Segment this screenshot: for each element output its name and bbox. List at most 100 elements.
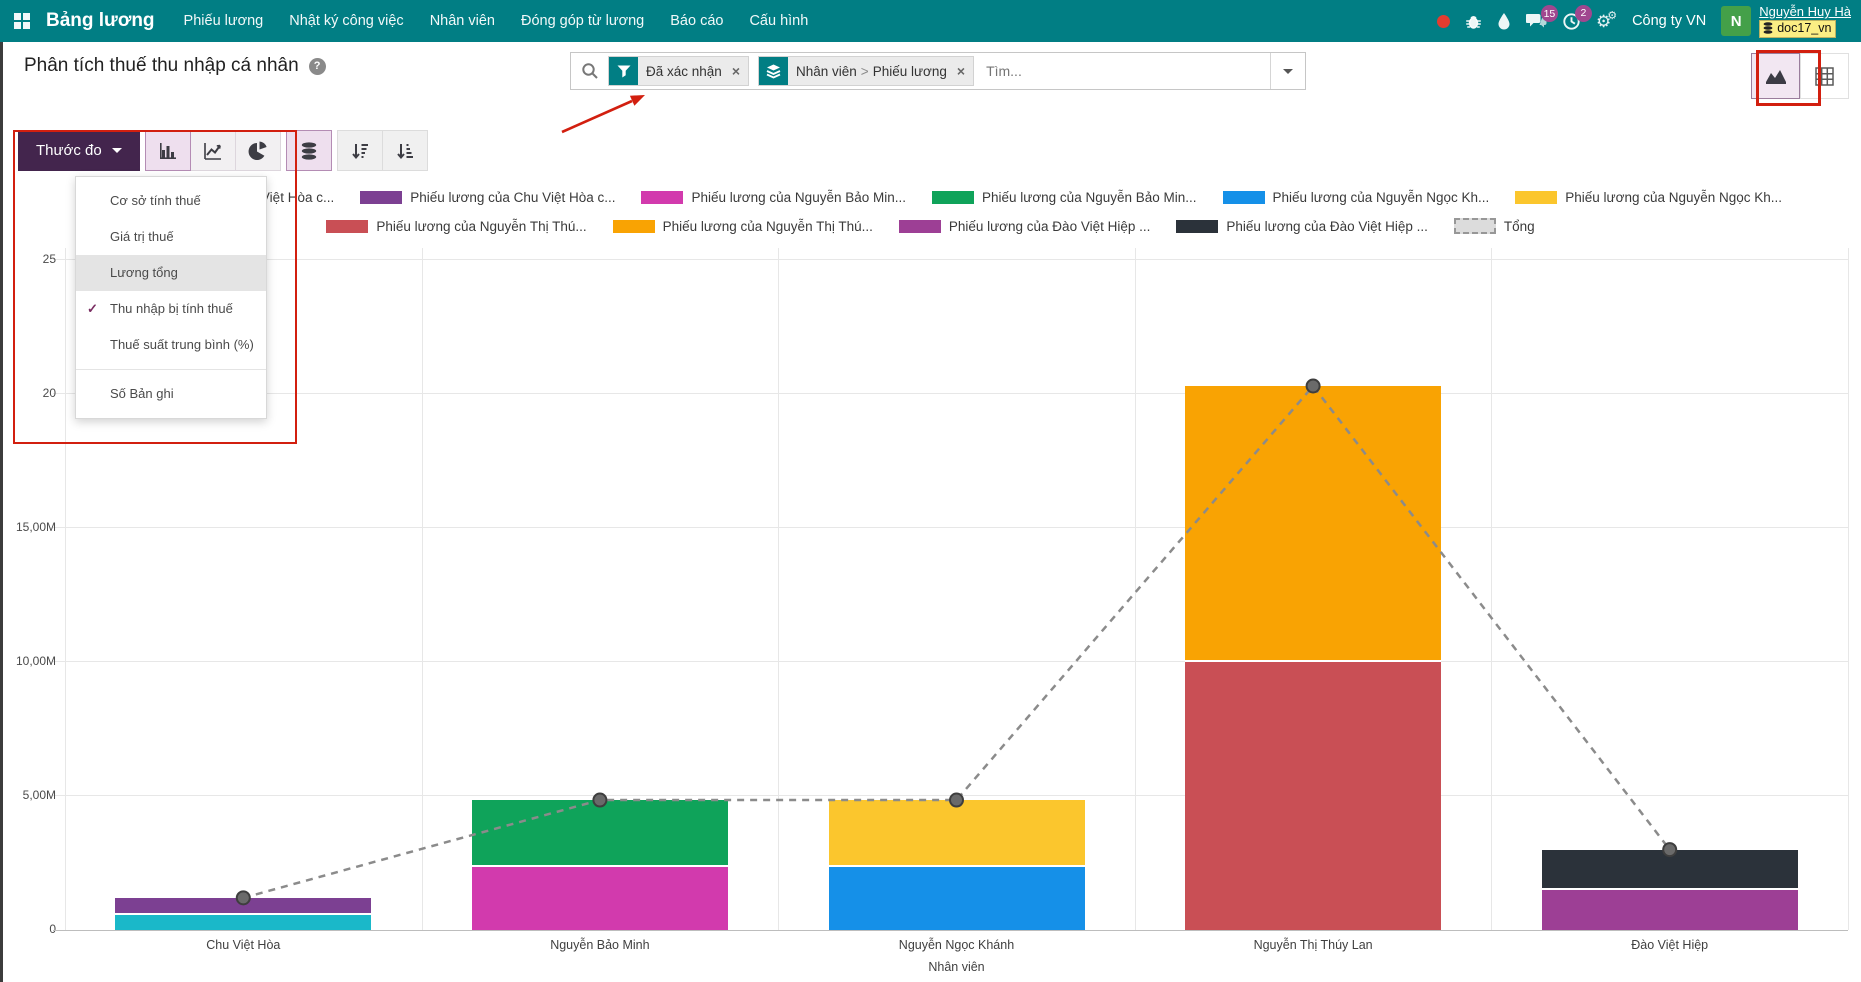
search-bar[interactable]: Đã xác nhận × Nhân viên > Phiếu lương × [570, 52, 1306, 90]
legend-item[interactable]: Tổng [1453, 218, 1535, 234]
y-tick-label: 25 [42, 252, 56, 267]
legend-item[interactable]: Phiếu lương của Nguyễn Thị Thú... [612, 218, 873, 234]
stacked-toggle-button[interactable] [285, 130, 332, 171]
grid-line-vertical [421, 248, 423, 930]
messages-badge: 15 [1540, 5, 1558, 22]
activity-clock-icon[interactable]: 2 [1562, 4, 1592, 31]
bar-segment[interactable] [828, 800, 1085, 868]
legend-item[interactable]: Phiếu lương của Chu Việt Hòa c... [360, 190, 615, 205]
measures-menu-item[interactable]: Lương tổng [76, 255, 266, 291]
x-category-label: Nguyễn Thị Thúy Lan [1253, 938, 1373, 952]
settings-gears-icon[interactable]: ⚙ ⚙ [1595, 10, 1618, 31]
app-brand[interactable]: Bảng lương [46, 10, 155, 31]
user-menu[interactable]: N Nguyễn Huy Hà doc17_vn [1721, 4, 1851, 38]
legend-item[interactable]: Phiếu lương của Nguyễn Ngọc Kh... [1515, 190, 1782, 205]
measures-menu-item[interactable]: ✓ Thu nhập bị tính thuế [76, 291, 266, 327]
activity-badge: 2 [1574, 4, 1592, 22]
sort-ascending-button[interactable] [381, 130, 428, 171]
legend-label: Phiếu lương của Đào Việt Hiệp ... [1226, 218, 1428, 234]
graph-view-button[interactable] [1751, 53, 1800, 99]
bar-segment[interactable] [115, 915, 372, 930]
legend-swatch [612, 219, 655, 233]
legend-item[interactable]: Phiếu lương của Đào Việt Hiệp ... [1176, 219, 1428, 234]
pivot-grid-icon [1815, 66, 1834, 86]
menu-item-label: Giá trị thuế [110, 229, 174, 244]
bar-segment[interactable] [115, 897, 372, 916]
measures-menu-item[interactable]: Thuế suất trung bình (%) [76, 327, 266, 363]
legend-item[interactable]: Phiếu lương của Nguyễn Ngọc Kh... [1222, 190, 1490, 205]
nav-menu-item-4[interactable]: Báo cáo [670, 13, 724, 29]
menu-divider [76, 369, 266, 370]
bar-segment[interactable] [1541, 889, 1798, 930]
legend-label: Phiếu lương của Nguyễn Ngọc Kh... [1272, 190, 1490, 205]
y-tick-label: 15,00M [15, 520, 56, 535]
measures-menu-item[interactable]: Số Bản ghi [76, 376, 266, 412]
measures-dropdown-menu: Cơ sở tính thuế Giá trị thuế Lương tổng ✓ Th… [75, 176, 267, 419]
bar-segment[interactable] [1185, 386, 1442, 663]
nav-menu-item-5[interactable]: Cấu hình [749, 13, 809, 29]
grid-line-vertical [1491, 248, 1493, 930]
top-navbar: Bảng lương Phiếu lương Nhật ký công việc N… [0, 0, 1861, 42]
nav-menu-item-0[interactable]: Phiếu lương [183, 13, 264, 29]
filter-facet[interactable]: Đã xác nhận × [608, 56, 749, 86]
bar-chart-button[interactable] [144, 130, 191, 171]
legend-total-swatch [1453, 218, 1496, 234]
nav-menu-item-3[interactable]: Đóng góp từ lương [520, 13, 645, 29]
legend-label: Phiếu lương của Nguyễn Thị Thú... [662, 218, 873, 234]
legend-item[interactable]: Phiếu lương của Nguyễn Thị Thú... [326, 219, 587, 234]
line-chart-button[interactable] [189, 130, 236, 171]
remove-groupby-icon[interactable]: × [956, 63, 966, 79]
legend-item[interactable]: Phiếu lương của Nguyễn Bảo Min... [641, 190, 906, 205]
droplet-icon[interactable] [1497, 12, 1511, 30]
bar-segment[interactable] [1541, 849, 1798, 890]
remove-filter-icon[interactable]: × [731, 63, 740, 79]
chart-type-group [144, 130, 281, 171]
legend-item[interactable]: Phiếu lương của Nguyễn Bảo Min... [932, 190, 1197, 205]
company-switcher[interactable]: Công ty VN [1632, 13, 1707, 29]
area-chart-icon [1765, 70, 1786, 84]
legend-swatch [1176, 219, 1219, 233]
caret-down-icon [111, 148, 122, 153]
grid-line-vertical [65, 248, 66, 930]
menu-item-label: Cơ sở tính thuế [110, 193, 201, 208]
nav-menu-item-1[interactable]: Nhật ký công việc [289, 13, 404, 29]
measures-menu-item[interactable]: Giá trị thuế [76, 219, 266, 255]
pivot-view-button[interactable] [1800, 53, 1849, 99]
filter-funnel-icon [609, 57, 638, 85]
nav-menu-item-2[interactable]: Nhân viên [429, 13, 495, 29]
user-name[interactable]: Nguyễn Huy Hà [1759, 4, 1851, 20]
legend-row-1: Phiếu lương của Chu Việt Hòa c... Phiếu l… [0, 190, 1861, 205]
grid-line-vertical [1134, 248, 1136, 930]
legend-swatch [898, 219, 941, 233]
legend-label: Phiếu lương của Nguyễn Ngọc Kh... [1565, 190, 1783, 205]
bar-segment[interactable] [1185, 662, 1442, 930]
messages-icon[interactable]: 15 [1525, 5, 1558, 30]
grid-line-vertical [778, 248, 780, 930]
search-input[interactable] [984, 62, 1270, 80]
page-title: Phân tích thuế thu nhập cá nhân [24, 55, 299, 76]
apps-menu-icon[interactable] [14, 13, 30, 29]
bug-icon[interactable] [1465, 13, 1482, 30]
search-options-caret[interactable] [1270, 53, 1305, 89]
measures-menu-item[interactable]: Cơ sở tính thuế [76, 183, 266, 219]
sort-descending-button[interactable] [336, 130, 383, 171]
bar-segment[interactable] [828, 867, 1085, 930]
menu-item-label: Lương tổng [110, 265, 178, 280]
groupby-facet[interactable]: Nhân viên > Phiếu lương × [758, 56, 975, 86]
main-menu: Phiếu lương Nhật ký công việc Nhân viên Đón… [171, 0, 822, 42]
help-icon[interactable]: ? [308, 57, 326, 75]
bar-chart-icon [159, 142, 176, 159]
legend-label: Tổng [1503, 218, 1535, 234]
bar-segment[interactable] [471, 800, 728, 868]
search-icon [582, 63, 598, 79]
bar-segment[interactable] [471, 867, 728, 930]
database-badge: doc17_vn [1759, 19, 1837, 38]
legend-item[interactable]: Phiếu lương của Đào Việt Hiệp ... [898, 219, 1150, 234]
measures-button[interactable]: Thước đo [18, 130, 140, 171]
y-tick-label: 0 [49, 922, 56, 936]
x-axis-title: Nhân viên [928, 960, 985, 974]
pie-chart-button[interactable] [234, 130, 281, 171]
x-category-label: Đào Việt Hiệp [1631, 938, 1709, 952]
legend-swatch [1515, 191, 1558, 204]
